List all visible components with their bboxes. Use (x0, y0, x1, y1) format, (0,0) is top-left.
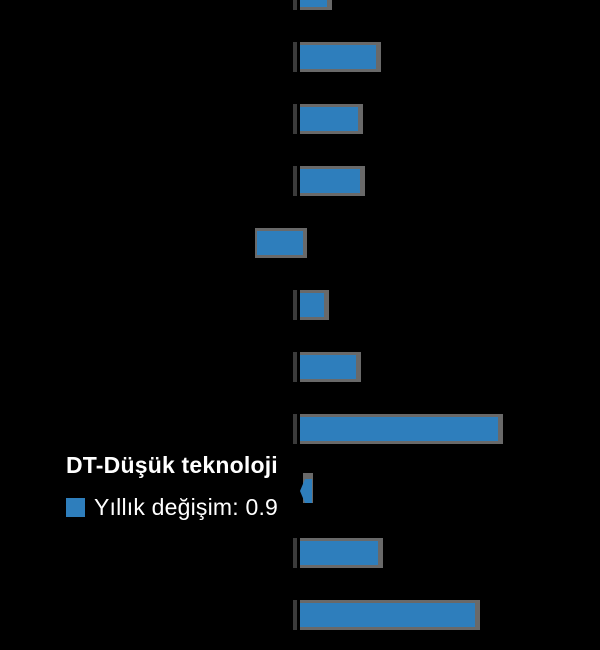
bar (300, 107, 358, 131)
bar (300, 355, 356, 379)
bar (300, 479, 312, 503)
bar (300, 293, 324, 317)
legend-label: Yıllık değişim: 0.9 (94, 494, 279, 520)
axis-tick (293, 42, 297, 72)
axis-tick (293, 0, 297, 10)
bar (300, 603, 475, 627)
axis-tick (293, 166, 297, 196)
label-block: DT-Düşük teknoloji Yıllık değişim: 0.9 (66, 452, 278, 521)
axis-tick (293, 600, 297, 630)
axis-tick (293, 290, 297, 320)
axis-tick (293, 352, 297, 382)
legend-swatch-icon (66, 498, 85, 517)
bar (300, 45, 376, 69)
bar (300, 417, 498, 441)
legend: Yıllık değişim: 0.9 (66, 494, 278, 521)
panel-title: DT-Düşük teknoloji (66, 452, 278, 478)
bar (257, 231, 303, 255)
axis-tick (293, 538, 297, 568)
bar (300, 169, 360, 193)
axis-tick (293, 104, 297, 134)
bar (300, 541, 378, 565)
bar (300, 0, 327, 7)
axis-tick (293, 414, 297, 444)
